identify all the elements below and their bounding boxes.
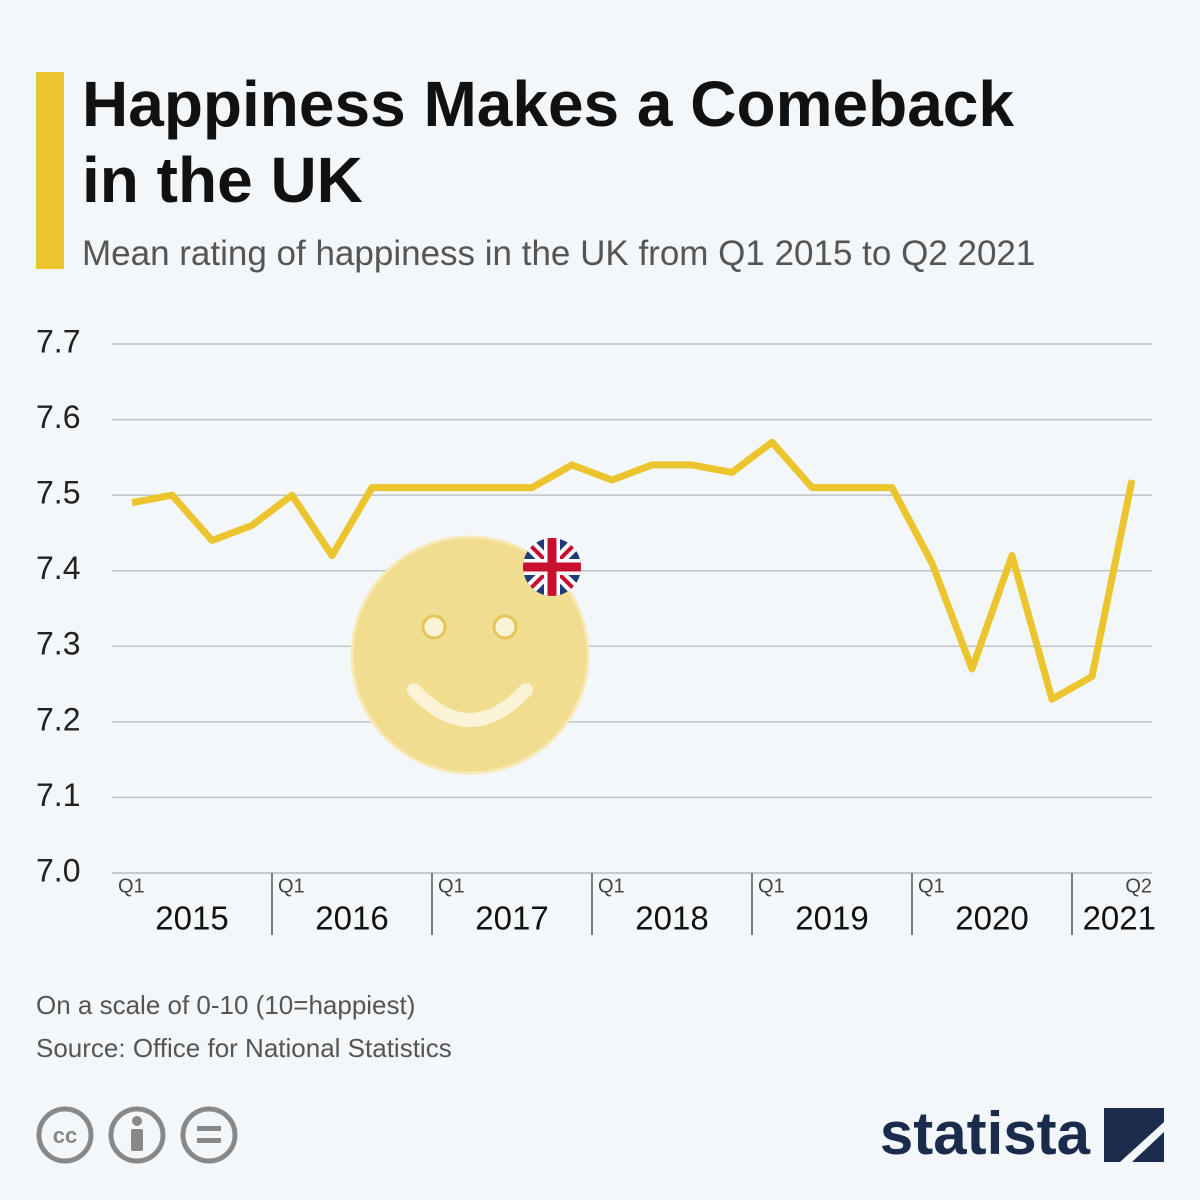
y-tick-label: 7.7	[36, 323, 80, 359]
x-tick-label: Q2	[1125, 875, 1152, 897]
y-tick-label: 7.4	[36, 550, 80, 586]
smiley-eye	[492, 614, 518, 640]
year-label: 2018	[635, 900, 708, 937]
smiley-mouth	[407, 683, 533, 727]
cc-icons: cc	[36, 1106, 238, 1164]
y-tick-label: 7.2	[36, 701, 80, 737]
footnote: On a scale of 0-10 (10=happiest)	[36, 990, 415, 1020]
smiley-eye	[421, 614, 447, 640]
chart-subtitle: Mean rating of happiness in the UK from …	[82, 234, 1036, 273]
year-label: 2021	[1083, 900, 1156, 937]
y-tick-label: 7.0	[36, 852, 80, 888]
chart-title: Happiness Makes a Comeback in the UK	[82, 68, 1014, 216]
year-label: 2017	[475, 900, 548, 937]
data-line	[131, 438, 1136, 703]
logo-icon	[1104, 1108, 1164, 1162]
brand: statista	[880, 1100, 1091, 1167]
y-tick-label: 7.3	[36, 626, 80, 662]
x-tick-label: Q1	[118, 875, 145, 897]
x-tick-label: Q1	[598, 875, 625, 897]
accent-bar	[36, 72, 64, 269]
smiley	[350, 535, 590, 775]
x-tick-label: Q1	[758, 875, 785, 897]
smiley-face	[350, 535, 590, 775]
x-tick-label: Q1	[438, 875, 465, 897]
year-label: 2015	[155, 900, 228, 937]
y-tick-label: 7.6	[36, 399, 80, 435]
x-tick-label: Q1	[918, 875, 945, 897]
year-label: 2016	[315, 900, 388, 937]
svg-text:cc: cc	[53, 1123, 77, 1148]
year-label: 2019	[795, 900, 868, 937]
x-tick-label: Q1	[278, 875, 305, 897]
y-tick-label: 7.1	[36, 777, 80, 813]
y-tick-label: 7.5	[36, 475, 80, 511]
footnote: Source: Office for National Statistics	[36, 1033, 452, 1063]
year-label: 2020	[955, 900, 1028, 937]
